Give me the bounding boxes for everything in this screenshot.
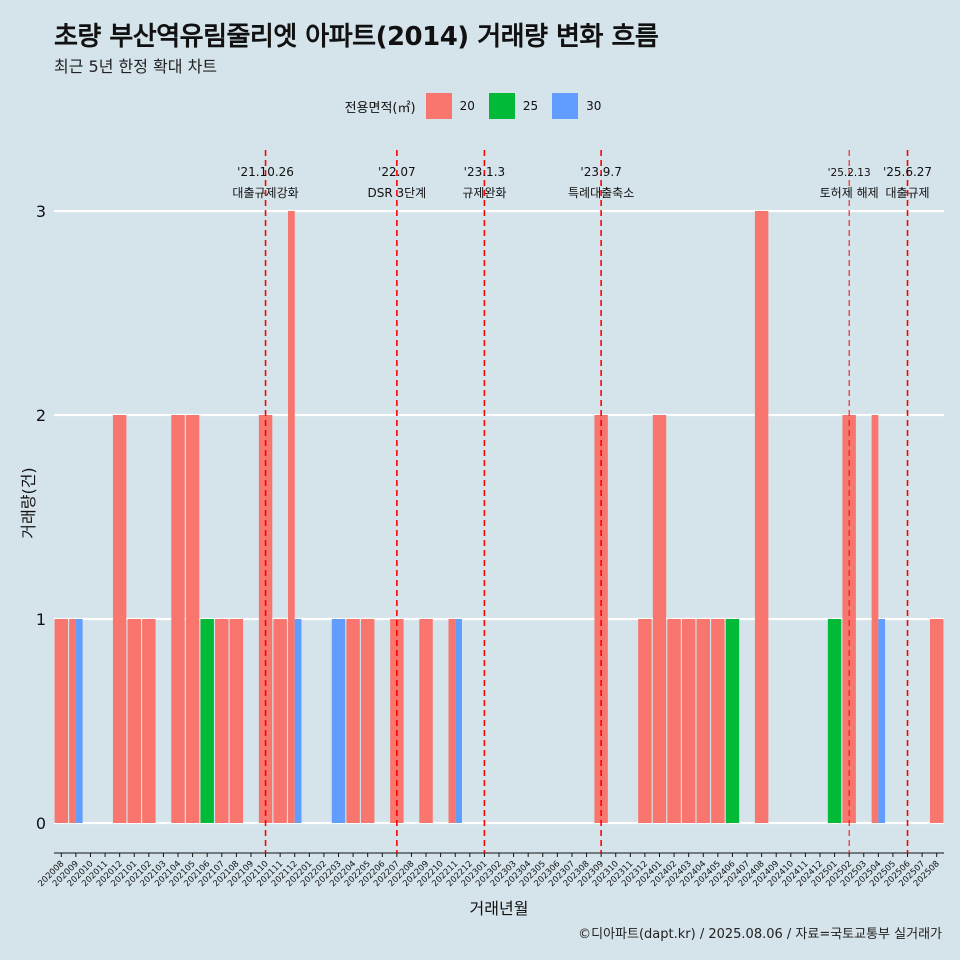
legend-swatch-30 bbox=[552, 93, 579, 119]
chart-subtitle: 최근 5년 한정 확대 차트 bbox=[54, 57, 218, 76]
x-axis-title: 거래년월 bbox=[470, 899, 529, 918]
legend-label-25: 25 bbox=[522, 99, 539, 113]
bar-202211-30 bbox=[455, 619, 462, 823]
legend-label-20: 20 bbox=[459, 99, 475, 113]
bar-202401-20 bbox=[652, 415, 667, 823]
y-tick-label: 1 bbox=[36, 610, 46, 629]
bar-202008-20 bbox=[54, 619, 69, 823]
bar-202405-20 bbox=[711, 619, 725, 823]
bar-202012-20 bbox=[112, 415, 127, 823]
bar-202312-20 bbox=[638, 619, 652, 823]
bar-202107-20 bbox=[215, 619, 229, 823]
event-date-label: '25.6.27 bbox=[883, 165, 932, 179]
event-text-label: 토허제 해제 bbox=[820, 186, 879, 200]
event-date-label: '23.9.7 bbox=[580, 165, 621, 179]
bar-202504-30 bbox=[878, 619, 886, 823]
bar-202508-20 bbox=[929, 619, 944, 823]
bar-202105-20 bbox=[185, 415, 200, 823]
bar-202203-30 bbox=[331, 619, 346, 823]
bar-202209-20 bbox=[419, 619, 433, 823]
bar-202403-20 bbox=[681, 619, 696, 823]
bar-202101-20 bbox=[127, 619, 141, 823]
bar-202111-20 bbox=[273, 619, 287, 823]
legend: 전용면적(㎡) 20 25 30 bbox=[0, 93, 960, 119]
bar-202108-20 bbox=[229, 619, 244, 823]
bar-202504-20 bbox=[871, 415, 879, 823]
event-text-label: DSR 3단계 bbox=[368, 186, 427, 200]
legend-swatch-25 bbox=[488, 93, 515, 119]
y-tick-label: 3 bbox=[36, 202, 46, 221]
bar-202112-20 bbox=[288, 211, 295, 823]
event-date-label: '23.1.3 bbox=[464, 165, 505, 179]
bar-202211-20 bbox=[448, 619, 456, 823]
legend-label-30: 30 bbox=[586, 99, 602, 113]
legend-swatch-20 bbox=[425, 93, 452, 119]
bar-202102-20 bbox=[142, 619, 156, 823]
legend-item-25: 25 bbox=[488, 93, 539, 119]
event-text-label: 규제완화 bbox=[462, 186, 506, 200]
bar-202502-20 bbox=[842, 415, 856, 823]
bar-202104-20 bbox=[171, 415, 185, 823]
y-tick-label: 0 bbox=[36, 814, 46, 833]
event-text-label: 대출규제강화 bbox=[232, 186, 298, 200]
event-date-label: '25.2.13 bbox=[828, 167, 871, 179]
bar-202106-25 bbox=[200, 619, 214, 823]
bar-202404-20 bbox=[696, 619, 710, 823]
bar-202009-20 bbox=[69, 619, 76, 823]
event-date-label: '21.10.26 bbox=[237, 165, 294, 179]
bar-202408-20 bbox=[754, 211, 769, 823]
event-text-label: 대출규제 bbox=[885, 186, 929, 200]
chart-title: 초량 부산역유림줄리엣 아파트(2014) 거래량 변화 흐름 bbox=[54, 22, 659, 52]
bar-202110-20 bbox=[258, 415, 273, 823]
legend-title: 전용면적(㎡) bbox=[344, 100, 416, 116]
bar-202501-25 bbox=[827, 619, 842, 823]
y-tick-label: 2 bbox=[36, 406, 46, 425]
event-text-label: 특례대출축소 bbox=[568, 186, 634, 200]
bar-202205-20 bbox=[360, 619, 375, 823]
bar-202204-20 bbox=[346, 619, 360, 823]
bar-202309-20 bbox=[594, 415, 608, 823]
legend-item-20: 20 bbox=[425, 93, 475, 119]
bar-202112-30 bbox=[294, 619, 302, 823]
bar-202009-30 bbox=[75, 619, 83, 823]
event-date-label: '22.07 bbox=[378, 165, 416, 179]
y-axis-title: 거래량(건) bbox=[19, 467, 38, 538]
legend-item-30: 30 bbox=[552, 93, 601, 119]
source-caption: ©디아파트(dapt.kr) / 2025.08.06 / 자료=국토교통부 실… bbox=[578, 927, 942, 942]
bar-202406-25 bbox=[725, 619, 740, 823]
bar-202402-20 bbox=[667, 619, 681, 823]
